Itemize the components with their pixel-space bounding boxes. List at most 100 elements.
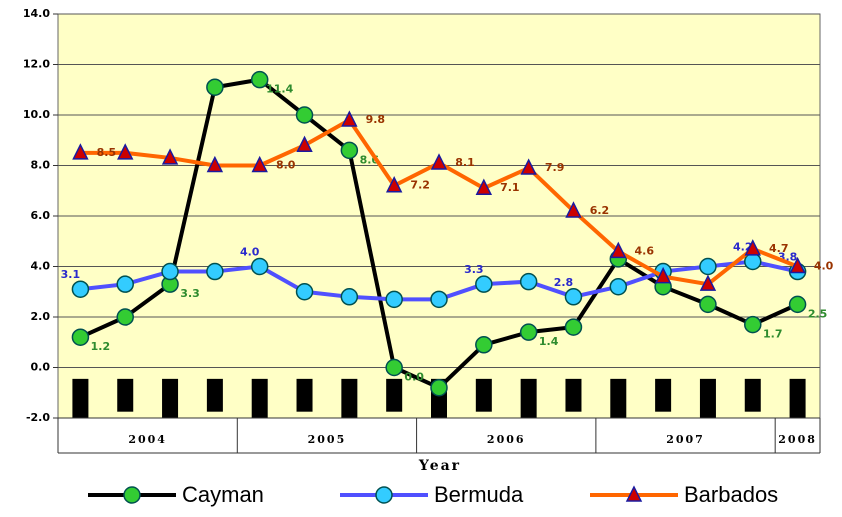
data-point xyxy=(250,70,269,89)
y-tick-label: 2.0 xyxy=(31,310,51,323)
decor-bar xyxy=(341,378,358,418)
data-point xyxy=(699,295,717,314)
y-tick-label: 6.0 xyxy=(31,209,51,222)
data-point xyxy=(744,252,762,271)
legend-label: Bermuda xyxy=(434,482,524,507)
data-label: 6.2 xyxy=(590,204,610,217)
data-point xyxy=(340,288,359,306)
data-point xyxy=(520,158,537,175)
y-tick-label: 0.0 xyxy=(31,361,51,374)
data-label: 7.2 xyxy=(410,179,430,192)
data-point xyxy=(699,274,717,291)
y-tick-label: 4.0 xyxy=(31,260,51,273)
decor-bar xyxy=(206,378,223,412)
decor-bar xyxy=(520,378,537,418)
data-point xyxy=(475,178,493,195)
data-point xyxy=(295,106,314,124)
legend-marker xyxy=(375,486,393,504)
data-point xyxy=(519,272,538,291)
data-label: 3.1 xyxy=(61,268,81,281)
data-point xyxy=(385,290,403,309)
decor-bar xyxy=(610,378,627,418)
data-label: 1.7 xyxy=(763,328,783,341)
data-point xyxy=(206,262,224,281)
decor-bar xyxy=(162,378,179,418)
data-label: 8.5 xyxy=(97,146,117,159)
decor-bar xyxy=(655,378,672,412)
data-point xyxy=(430,378,448,397)
legend-label: Cayman xyxy=(182,482,264,507)
y-tick-label: -2.0 xyxy=(26,411,50,424)
data-point xyxy=(385,358,403,377)
x-group-label: 2005 xyxy=(308,433,347,446)
data-point xyxy=(699,257,717,276)
data-label: 7.1 xyxy=(500,181,520,194)
data-point xyxy=(341,110,358,127)
data-point xyxy=(564,288,583,306)
data-label: 4.0 xyxy=(814,260,834,273)
data-point xyxy=(71,280,90,298)
data-point xyxy=(161,148,179,165)
data-point xyxy=(385,176,403,193)
data-point xyxy=(744,239,761,256)
legend-marker xyxy=(123,486,141,504)
data-label: 1.4 xyxy=(539,335,559,348)
data-point xyxy=(295,283,314,301)
decor-bar xyxy=(296,378,313,412)
data-label: 0.0 xyxy=(404,371,424,384)
data-label: 8.0 xyxy=(276,159,296,172)
legend-label: Barbados xyxy=(684,482,778,507)
x-axis-title: Year xyxy=(418,458,461,474)
data-point xyxy=(71,328,90,346)
data-point xyxy=(116,275,134,293)
x-group-label: 2007 xyxy=(666,433,705,446)
decor-bar xyxy=(565,378,582,412)
data-label: 3.3 xyxy=(464,263,484,276)
data-point xyxy=(564,318,583,336)
data-point xyxy=(565,201,582,218)
data-label: 4.0 xyxy=(240,246,260,259)
y-tick-label: 12.0 xyxy=(23,58,50,71)
data-point xyxy=(744,315,762,334)
data-point xyxy=(296,135,313,153)
data-point xyxy=(250,257,269,276)
decor-bar xyxy=(251,378,268,418)
data-point xyxy=(475,275,493,293)
data-label: 3.3 xyxy=(180,287,200,300)
data-label: 2.8 xyxy=(554,276,574,289)
data-label: 2.5 xyxy=(808,307,828,320)
decor-bar xyxy=(699,378,716,418)
data-label: 11.4 xyxy=(266,83,293,96)
y-tick-label: 8.0 xyxy=(31,159,51,172)
data-point xyxy=(475,336,493,354)
x-group-label: 2004 xyxy=(128,433,167,446)
decor-bar xyxy=(72,378,89,418)
x-group-label: 2006 xyxy=(487,433,526,446)
data-point xyxy=(430,290,448,309)
decor-bar xyxy=(117,378,134,412)
data-point xyxy=(430,153,448,170)
data-point xyxy=(72,143,89,160)
data-point xyxy=(609,277,628,296)
data-point xyxy=(251,155,268,173)
data-label: 8.1 xyxy=(455,156,475,169)
data-label: 9.8 xyxy=(366,113,386,126)
data-point xyxy=(206,78,224,96)
data-point xyxy=(788,295,807,314)
data-point xyxy=(117,143,134,160)
data-label: 7.9 xyxy=(545,161,565,174)
data-point xyxy=(610,241,627,259)
data-point xyxy=(519,323,538,341)
y-tick-label: 14.0 xyxy=(23,7,50,20)
data-point xyxy=(340,141,359,160)
data-label: 4.6 xyxy=(635,244,655,257)
data-point xyxy=(206,155,224,173)
y-tick-label: 10.0 xyxy=(23,108,50,121)
data-label: 4.7 xyxy=(769,242,789,255)
data-label: 1.2 xyxy=(91,340,111,353)
decor-bar xyxy=(475,378,492,412)
data-point xyxy=(789,256,806,274)
decor-bar xyxy=(744,378,761,412)
data-point xyxy=(161,262,179,281)
